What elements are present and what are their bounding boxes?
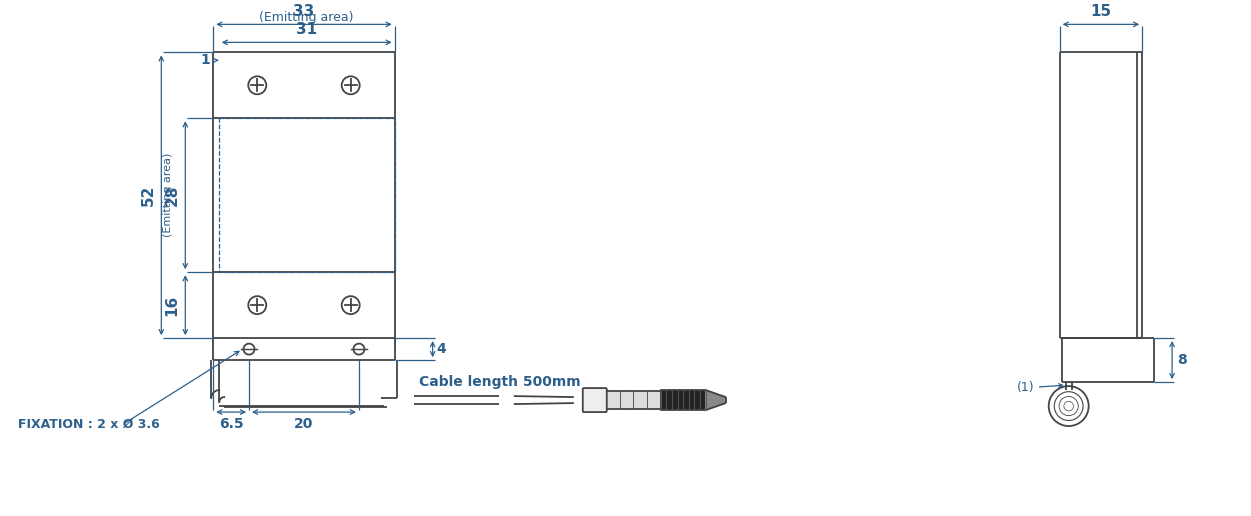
Text: (Emitting area): (Emitting area) bbox=[164, 153, 174, 237]
Text: 33: 33 bbox=[293, 4, 314, 20]
Text: 31: 31 bbox=[296, 22, 318, 37]
Text: (Emitting area): (Emitting area) bbox=[259, 11, 354, 24]
Text: 1: 1 bbox=[200, 53, 210, 67]
Text: 4: 4 bbox=[437, 342, 447, 356]
Bar bbox=[661, 390, 706, 410]
Text: 6.5: 6.5 bbox=[219, 417, 244, 431]
Text: 20: 20 bbox=[294, 417, 314, 431]
Text: 16: 16 bbox=[164, 295, 179, 316]
Text: 52: 52 bbox=[140, 185, 155, 206]
Text: FIXATION : 2 x Ø 3.6: FIXATION : 2 x Ø 3.6 bbox=[19, 417, 160, 430]
FancyBboxPatch shape bbox=[583, 388, 607, 412]
Text: 28: 28 bbox=[164, 185, 179, 206]
Polygon shape bbox=[706, 390, 726, 410]
Bar bbox=[219, 118, 394, 272]
Text: 15: 15 bbox=[1091, 4, 1111, 20]
Text: Cable length 500mm: Cable length 500mm bbox=[419, 375, 580, 389]
Text: (1): (1) bbox=[1017, 381, 1035, 394]
Text: 8: 8 bbox=[1177, 353, 1187, 367]
Bar bbox=[605, 391, 661, 409]
